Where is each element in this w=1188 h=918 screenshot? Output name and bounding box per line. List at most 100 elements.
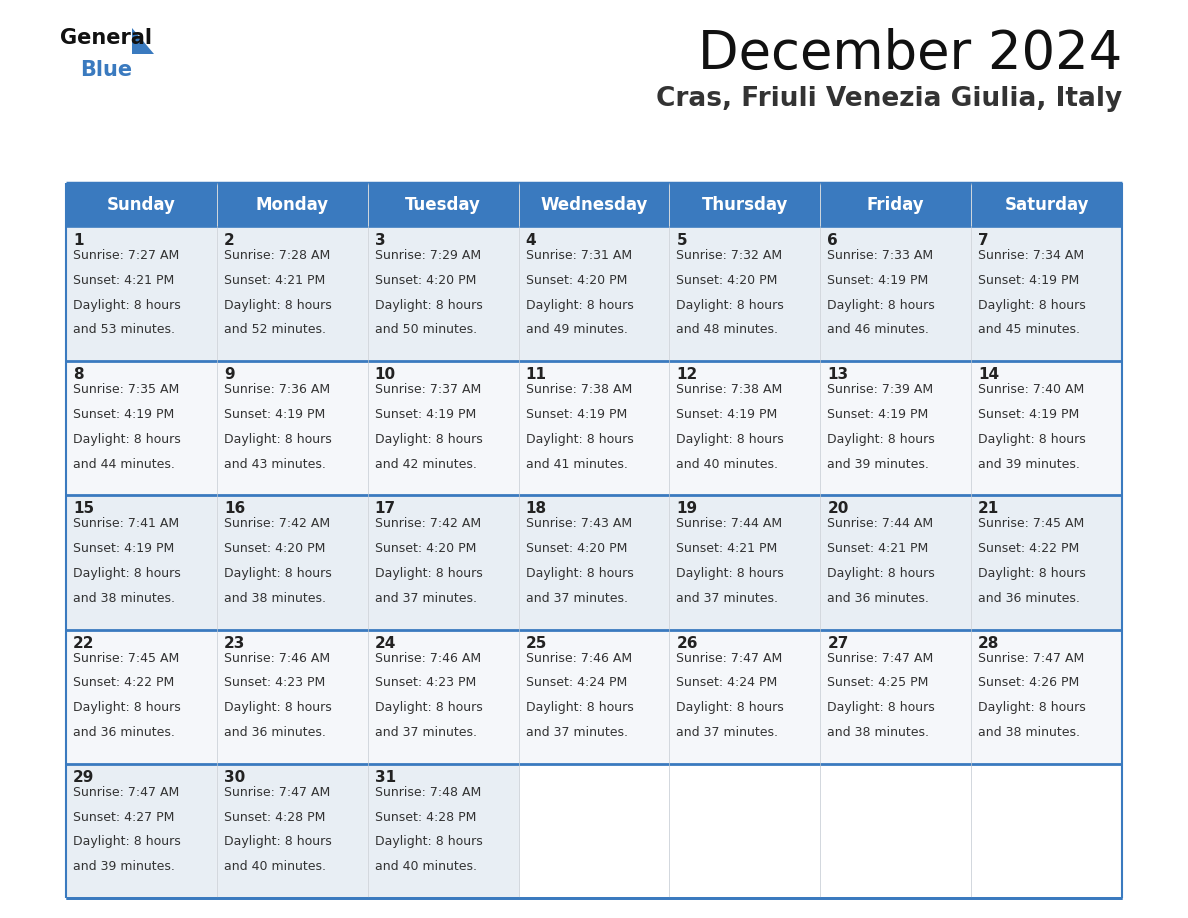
Text: Daylight: 8 hours: Daylight: 8 hours <box>223 835 331 848</box>
Text: and 39 minutes.: and 39 minutes. <box>978 458 1080 471</box>
Text: Daylight: 8 hours: Daylight: 8 hours <box>827 298 935 311</box>
Text: and 36 minutes.: and 36 minutes. <box>978 592 1080 605</box>
Bar <box>217 630 368 764</box>
Text: and 38 minutes.: and 38 minutes. <box>827 726 929 739</box>
Text: Sunset: 4:20 PM: Sunset: 4:20 PM <box>374 274 476 286</box>
Text: and 40 minutes.: and 40 minutes. <box>223 860 326 873</box>
Text: 19: 19 <box>676 501 697 517</box>
Bar <box>217 764 368 898</box>
Bar <box>971 630 1121 764</box>
Text: and 37 minutes.: and 37 minutes. <box>525 592 627 605</box>
Text: Tuesday: Tuesday <box>405 196 481 214</box>
Text: Sunrise: 7:47 AM: Sunrise: 7:47 AM <box>827 652 934 665</box>
Bar <box>217 496 368 630</box>
Text: Daylight: 8 hours: Daylight: 8 hours <box>374 298 482 311</box>
Bar <box>971 361 1121 496</box>
Text: and 36 minutes.: and 36 minutes. <box>72 726 175 739</box>
Text: and 43 minutes.: and 43 minutes. <box>223 458 326 471</box>
Text: Daylight: 8 hours: Daylight: 8 hours <box>978 433 1086 446</box>
Text: and 50 minutes.: and 50 minutes. <box>374 323 476 337</box>
Text: Daylight: 8 hours: Daylight: 8 hours <box>374 433 482 446</box>
Text: Sunset: 4:25 PM: Sunset: 4:25 PM <box>827 677 929 689</box>
Text: Daylight: 8 hours: Daylight: 8 hours <box>978 298 1086 311</box>
Text: Sunset: 4:22 PM: Sunset: 4:22 PM <box>72 677 175 689</box>
Text: Daylight: 8 hours: Daylight: 8 hours <box>525 433 633 446</box>
Text: Daylight: 8 hours: Daylight: 8 hours <box>72 835 181 848</box>
Bar <box>217 361 368 496</box>
Text: Sunrise: 7:34 AM: Sunrise: 7:34 AM <box>978 249 1085 262</box>
Text: Sunset: 4:20 PM: Sunset: 4:20 PM <box>223 543 326 555</box>
Bar <box>368 630 519 764</box>
Text: 10: 10 <box>374 367 396 382</box>
Text: and 40 minutes.: and 40 minutes. <box>374 860 476 873</box>
Text: December 2024: December 2024 <box>697 28 1121 80</box>
Text: Sunset: 4:19 PM: Sunset: 4:19 PM <box>525 408 627 421</box>
Text: Sunrise: 7:47 AM: Sunrise: 7:47 AM <box>676 652 783 665</box>
Text: Daylight: 8 hours: Daylight: 8 hours <box>525 567 633 580</box>
Text: Sunset: 4:19 PM: Sunset: 4:19 PM <box>978 274 1080 286</box>
Text: Daylight: 8 hours: Daylight: 8 hours <box>374 567 482 580</box>
Text: 3: 3 <box>374 233 385 248</box>
Text: and 39 minutes.: and 39 minutes. <box>72 860 175 873</box>
Text: Daylight: 8 hours: Daylight: 8 hours <box>374 835 482 848</box>
Text: Daylight: 8 hours: Daylight: 8 hours <box>72 433 181 446</box>
Bar <box>368 361 519 496</box>
Text: 14: 14 <box>978 367 999 382</box>
Text: General: General <box>61 28 152 48</box>
Text: Sunset: 4:24 PM: Sunset: 4:24 PM <box>525 677 627 689</box>
Bar <box>820 361 971 496</box>
Text: Sunset: 4:21 PM: Sunset: 4:21 PM <box>223 274 326 286</box>
Text: and 45 minutes.: and 45 minutes. <box>978 323 1080 337</box>
Bar <box>971 183 1121 227</box>
Polygon shape <box>132 28 154 54</box>
Text: Daylight: 8 hours: Daylight: 8 hours <box>827 433 935 446</box>
Text: Daylight: 8 hours: Daylight: 8 hours <box>827 567 935 580</box>
Text: and 48 minutes.: and 48 minutes. <box>676 323 778 337</box>
Text: 5: 5 <box>676 233 687 248</box>
Text: Sunset: 4:19 PM: Sunset: 4:19 PM <box>72 543 175 555</box>
Text: Daylight: 8 hours: Daylight: 8 hours <box>676 701 784 714</box>
Text: Sunset: 4:24 PM: Sunset: 4:24 PM <box>676 677 778 689</box>
Text: and 40 minutes.: and 40 minutes. <box>676 458 778 471</box>
Text: Monday: Monday <box>255 196 329 214</box>
Bar <box>67 183 217 227</box>
Text: Sunrise: 7:47 AM: Sunrise: 7:47 AM <box>978 652 1085 665</box>
Text: Sunset: 4:20 PM: Sunset: 4:20 PM <box>676 274 778 286</box>
Text: 28: 28 <box>978 635 999 651</box>
Text: and 37 minutes.: and 37 minutes. <box>676 726 778 739</box>
Text: Sunset: 4:22 PM: Sunset: 4:22 PM <box>978 543 1080 555</box>
Text: Sunrise: 7:41 AM: Sunrise: 7:41 AM <box>72 518 179 531</box>
Bar <box>368 496 519 630</box>
Text: 30: 30 <box>223 770 245 785</box>
Text: Sunset: 4:27 PM: Sunset: 4:27 PM <box>72 811 175 823</box>
Bar <box>669 361 820 496</box>
Bar <box>669 183 820 227</box>
Text: 18: 18 <box>525 501 546 517</box>
Text: Daylight: 8 hours: Daylight: 8 hours <box>223 567 331 580</box>
Text: Daylight: 8 hours: Daylight: 8 hours <box>676 298 784 311</box>
Text: Sunset: 4:19 PM: Sunset: 4:19 PM <box>827 408 929 421</box>
Bar <box>368 764 519 898</box>
Text: 13: 13 <box>827 367 848 382</box>
Text: Daylight: 8 hours: Daylight: 8 hours <box>223 701 331 714</box>
Text: Sunrise: 7:27 AM: Sunrise: 7:27 AM <box>72 249 179 262</box>
Text: Sunset: 4:21 PM: Sunset: 4:21 PM <box>676 543 778 555</box>
Text: Sunrise: 7:44 AM: Sunrise: 7:44 AM <box>676 518 783 531</box>
Text: Daylight: 8 hours: Daylight: 8 hours <box>827 701 935 714</box>
Text: Thursday: Thursday <box>702 196 788 214</box>
Text: 27: 27 <box>827 635 848 651</box>
Text: 17: 17 <box>374 501 396 517</box>
Text: Sunrise: 7:28 AM: Sunrise: 7:28 AM <box>223 249 330 262</box>
Text: Sunday: Sunday <box>107 196 176 214</box>
Text: Sunset: 4:20 PM: Sunset: 4:20 PM <box>374 543 476 555</box>
Bar <box>669 227 820 361</box>
Text: Daylight: 8 hours: Daylight: 8 hours <box>676 567 784 580</box>
Text: 26: 26 <box>676 635 697 651</box>
Text: 7: 7 <box>978 233 988 248</box>
Text: Sunrise: 7:48 AM: Sunrise: 7:48 AM <box>374 786 481 799</box>
Text: and 41 minutes.: and 41 minutes. <box>525 458 627 471</box>
Text: and 44 minutes.: and 44 minutes. <box>72 458 175 471</box>
Text: Sunrise: 7:46 AM: Sunrise: 7:46 AM <box>525 652 632 665</box>
Bar <box>67 227 217 361</box>
Text: 9: 9 <box>223 367 234 382</box>
